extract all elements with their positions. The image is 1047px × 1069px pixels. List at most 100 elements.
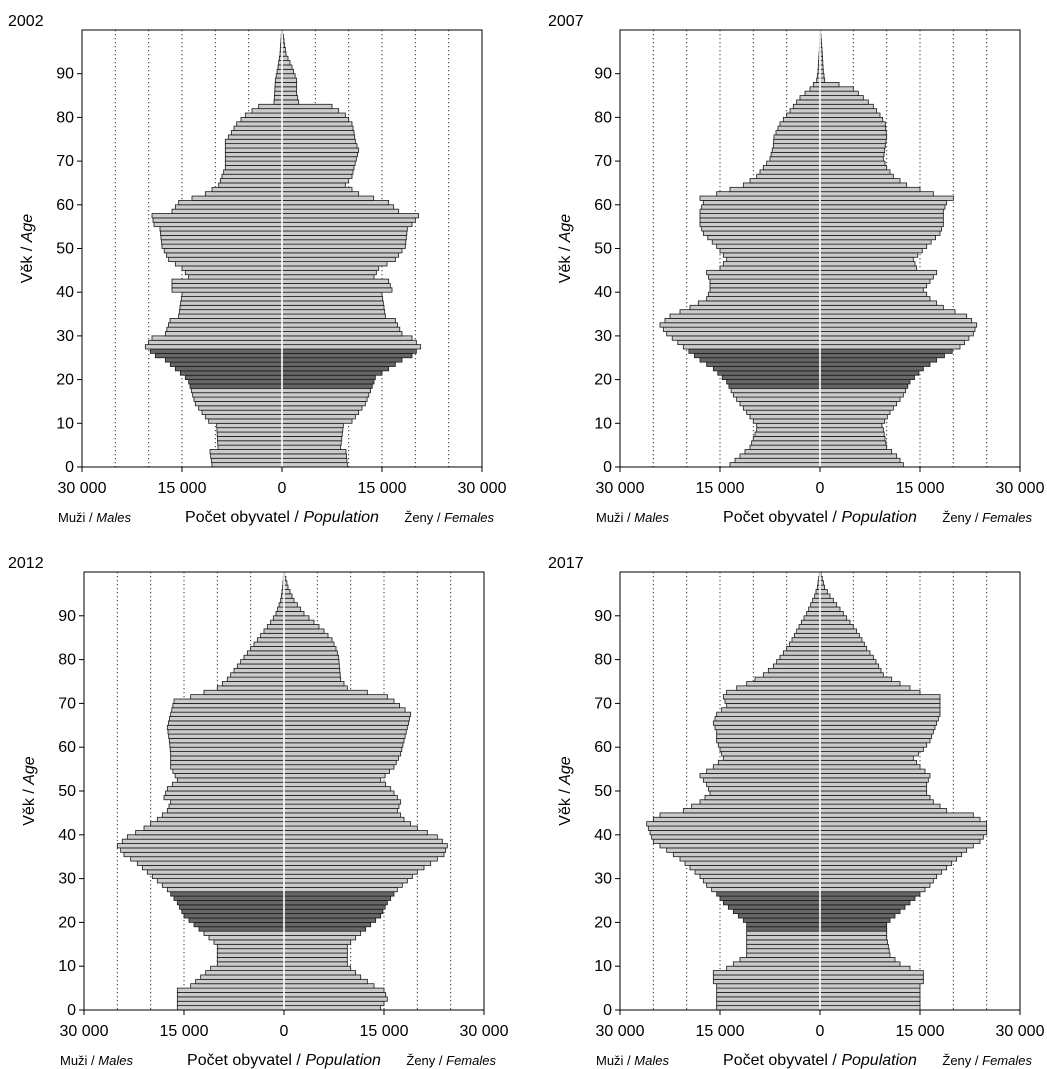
female-bar [281, 283, 391, 289]
female-bar [281, 99, 300, 105]
x-tick-label: 30 000 [460, 1023, 509, 1040]
female-bar [819, 352, 945, 359]
female-bar [819, 269, 938, 276]
female-bar [819, 996, 921, 1002]
male-bar [171, 208, 283, 214]
male-bar [803, 615, 821, 621]
female-bar [819, 667, 882, 674]
male-bar [217, 436, 283, 442]
female-bar [819, 335, 970, 341]
male-bar [169, 361, 283, 367]
female-bar [281, 449, 347, 455]
female-bar [819, 274, 934, 280]
female-bar [281, 256, 396, 263]
male-bar [809, 86, 821, 92]
female-bar [819, 357, 938, 363]
female-bar [281, 265, 380, 271]
female-bar [819, 685, 911, 691]
female-bar [283, 707, 406, 713]
male-bar [792, 103, 821, 110]
female-bar [283, 790, 395, 796]
female-bar [281, 392, 370, 398]
female-bar [281, 335, 413, 341]
male-bar [223, 169, 283, 175]
y-tick-label: 0 [65, 459, 74, 476]
male-bar [707, 291, 821, 297]
x-tick-label: 15 000 [360, 1023, 409, 1040]
male-bar [166, 886, 285, 893]
male-bar [174, 261, 283, 267]
male-bar [699, 357, 821, 363]
y-tick-label: 90 [56, 66, 74, 83]
female-bar [283, 685, 348, 691]
female-bar [281, 387, 371, 394]
male-bar [172, 703, 285, 709]
male-bar [166, 326, 283, 332]
female-bar [819, 318, 973, 324]
male-bar [712, 764, 821, 770]
male-bar [210, 453, 283, 459]
male-bar [702, 777, 821, 783]
male-bar [169, 742, 285, 748]
male-bar [772, 663, 821, 669]
female-bar [819, 234, 936, 241]
female-bar [819, 654, 874, 660]
male-bar [136, 860, 285, 866]
male-bar [146, 869, 285, 875]
pyramid-year-label: 2012 [8, 555, 44, 572]
female-bar [819, 291, 928, 297]
female-bar [819, 882, 931, 888]
female-bar [281, 344, 422, 350]
female-bar [283, 847, 447, 853]
male-bar [746, 943, 821, 950]
female-bar [283, 856, 438, 862]
male-bar [176, 987, 285, 993]
male-bar [752, 436, 821, 442]
females-label: Ženy / Females [942, 510, 1032, 525]
male-bar [806, 611, 821, 617]
y-tick-label: 0 [603, 459, 612, 476]
female-bar [283, 917, 377, 923]
male-bar [677, 339, 821, 346]
female-bar [819, 200, 948, 206]
male-bar [216, 943, 285, 950]
male-bar [716, 191, 821, 197]
male-bar [688, 348, 821, 354]
female-bar [819, 331, 974, 337]
female-bar [819, 961, 901, 967]
male-bar [702, 878, 821, 884]
male-bar [216, 957, 285, 963]
male-bar [691, 803, 821, 809]
female-bar [819, 724, 936, 731]
male-bar [786, 112, 821, 118]
y-axis-label: Věk / Age [557, 214, 574, 283]
female-bar [281, 444, 342, 450]
female-bar [819, 768, 926, 774]
male-bar [682, 808, 821, 814]
female-bar [819, 821, 988, 827]
male-bar [168, 322, 283, 328]
male-bar [176, 996, 285, 1002]
female-bar [283, 703, 400, 709]
female-bar [819, 339, 965, 346]
male-bar [116, 843, 285, 849]
male-bar [164, 357, 283, 363]
y-tick-label: 70 [594, 695, 612, 712]
male-bar [121, 838, 285, 844]
female-bar [819, 593, 831, 599]
male-bar [666, 331, 821, 337]
male-bar [184, 374, 283, 381]
male-bar [719, 265, 821, 271]
female-bar [283, 961, 348, 967]
male-bar [176, 900, 285, 906]
female-bar [819, 983, 921, 989]
female-bar [819, 169, 891, 175]
male-bar [204, 191, 283, 197]
male-bar [159, 226, 283, 232]
female-bar [283, 676, 342, 682]
female-bar [819, 230, 941, 236]
female-bar [819, 943, 889, 950]
male-bar [149, 348, 283, 354]
male-bar [224, 147, 283, 153]
female-bar [281, 82, 298, 88]
